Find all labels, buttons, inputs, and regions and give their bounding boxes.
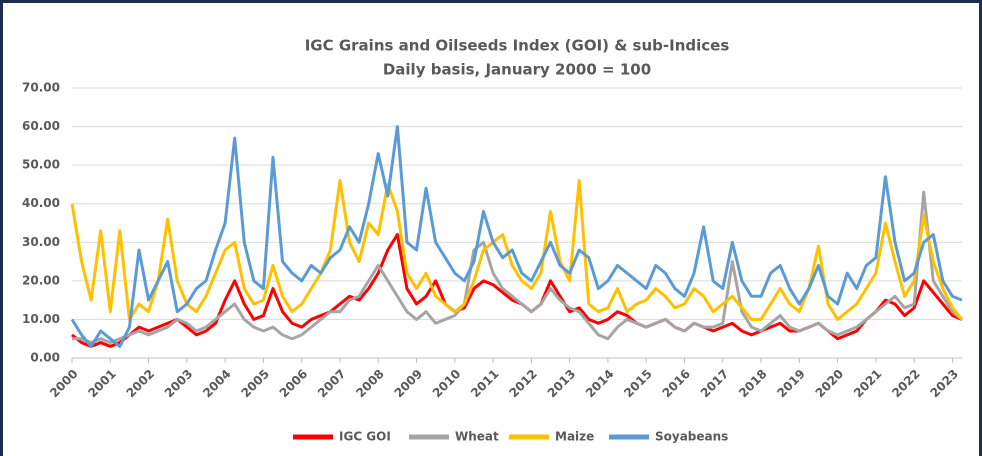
x-tick-label: 2001: [85, 367, 119, 401]
x-tick-label: 2014: [583, 367, 617, 401]
x-tick-label: 2015: [621, 367, 655, 401]
x-tick-label: 2010: [430, 367, 464, 401]
series-line: [72, 190, 963, 345]
legend-label: Maize: [555, 430, 594, 444]
x-tick-label: 2019: [774, 367, 808, 401]
x-tick-label: 2002: [124, 367, 158, 401]
y-tick-label: 50.00: [22, 158, 60, 172]
x-tick-label: 2007: [315, 367, 349, 401]
y-tick-label: 20.00: [22, 273, 60, 287]
x-tick-label: 2023: [928, 367, 962, 401]
x-tick-label: 2020: [813, 367, 847, 401]
x-tick-label: 2016: [660, 367, 694, 401]
x-tick-label: 2013: [545, 367, 579, 401]
y-tick-label: 60.00: [22, 119, 60, 133]
series-line: [70, 179, 964, 321]
legend-label: Wheat: [455, 430, 499, 444]
x-tick-label: 2008: [353, 367, 387, 401]
x-tick-label: 2006: [277, 367, 311, 401]
y-tick-label: 40.00: [22, 196, 60, 210]
y-tick-label: 70.00: [22, 81, 60, 95]
x-tick-label: 2022: [889, 367, 923, 401]
y-tick-label: 10.00: [22, 312, 60, 326]
chart-subtitle: Daily basis, January 2000 = 100: [383, 61, 651, 79]
x-tick-label: 2000: [47, 367, 81, 401]
x-tick-label: 2009: [392, 367, 426, 401]
x-tick-label: 2018: [736, 367, 770, 401]
series-line: [70, 125, 963, 348]
y-tick-label: 30.00: [22, 235, 60, 249]
x-tick-label: 2004: [200, 367, 234, 401]
x-tick-label: 2021: [851, 367, 885, 401]
x-tick-label: 2011: [468, 367, 502, 401]
x-tick-label: 2005: [238, 367, 272, 401]
y-tick-label: 0.00: [30, 351, 60, 365]
legend-label: IGC GOI: [339, 430, 391, 444]
x-tick-label: 2003: [162, 367, 196, 401]
x-tick-label: 2012: [506, 367, 540, 401]
legend-label: Soyabeans: [655, 430, 728, 444]
chart-title: IGC Grains and Oilseeds Index (GOI) & su…: [305, 37, 730, 55]
x-tick-label: 2017: [698, 367, 732, 401]
